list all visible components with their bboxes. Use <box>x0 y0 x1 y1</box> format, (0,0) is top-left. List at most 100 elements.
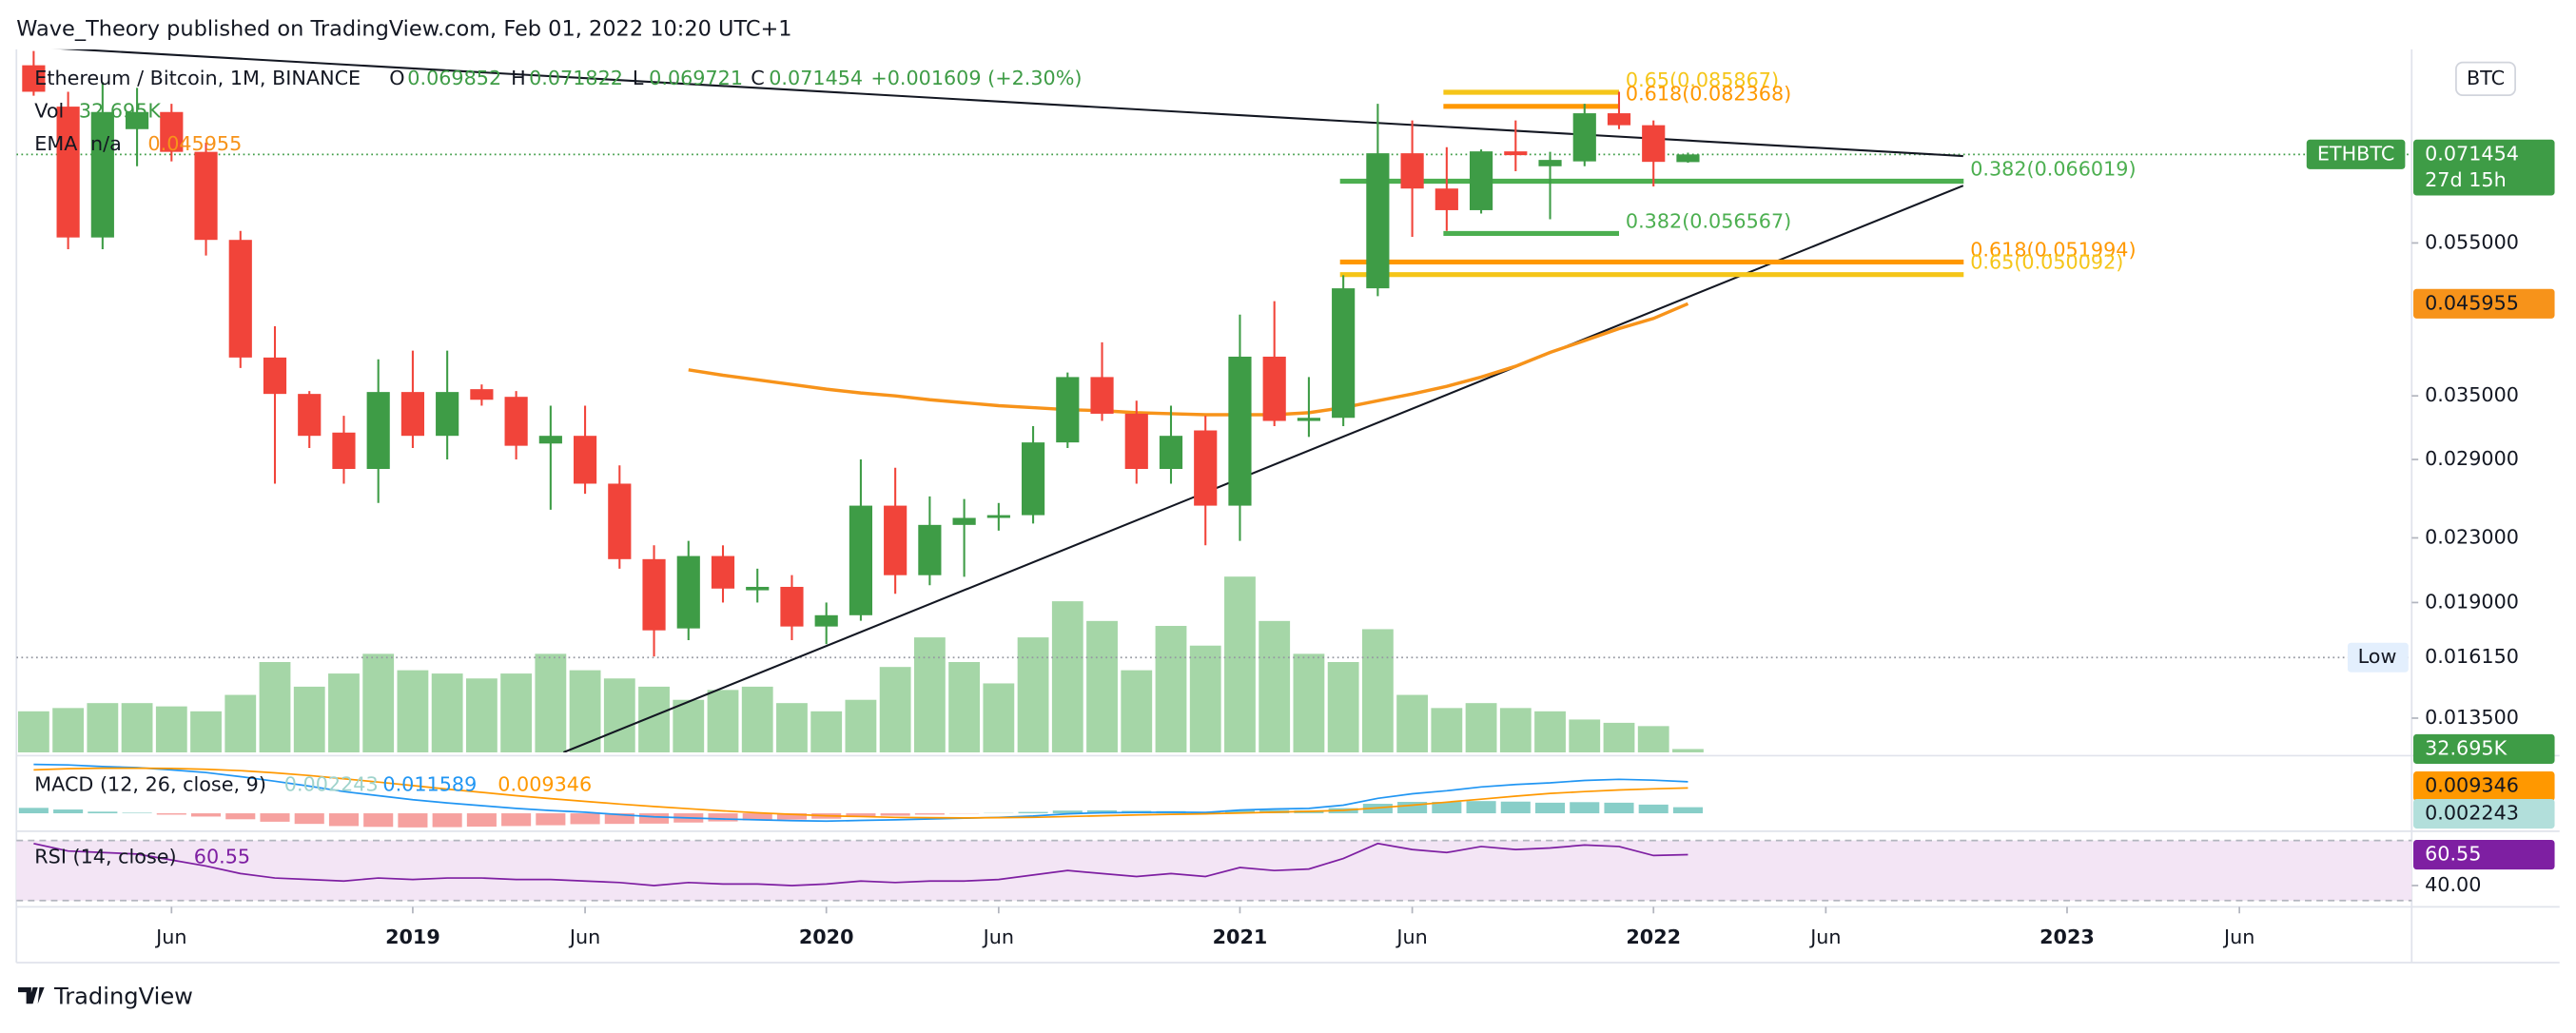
volume-bar <box>673 700 704 752</box>
volume-bar <box>535 653 566 752</box>
macd-histogram-bar <box>467 813 497 827</box>
ohlc-value: 0.069852 <box>407 67 501 89</box>
macd-histogram-bar <box>915 813 945 814</box>
volume-bar <box>1604 723 1635 752</box>
macd-histogram-bar <box>295 813 324 824</box>
currency[interactable]: BTC <box>2467 67 2505 89</box>
candle-body <box>608 483 631 558</box>
candle-body <box>470 389 493 400</box>
candle-body <box>1194 431 1217 506</box>
volume-bar <box>1638 726 1669 752</box>
candle-body <box>815 615 838 627</box>
candle-body <box>1366 153 1389 288</box>
volume-bar <box>500 673 532 752</box>
candle-body <box>1401 153 1424 188</box>
macd-histogram-bar <box>398 813 427 828</box>
candle-body <box>1263 357 1286 421</box>
candle-body <box>1090 377 1113 414</box>
candle-body <box>712 556 734 589</box>
volume-bar <box>190 711 222 752</box>
macd-histogram-bar <box>433 813 462 828</box>
countdown: 27d 15h <box>2425 168 2507 191</box>
y-tick-label: 0.029000 <box>2425 447 2519 470</box>
macd-histogram-bar <box>1535 803 1565 813</box>
low-value: 0.016150 <box>2425 645 2519 668</box>
candle-body <box>332 433 355 469</box>
candle-body <box>505 397 528 445</box>
x-tick-label: 2021 <box>1213 926 1268 948</box>
fib-label: 0.382(0.056567) <box>1626 209 1791 232</box>
volume-bar <box>1052 601 1083 752</box>
volume-bar <box>1190 646 1221 752</box>
candle-body <box>574 436 596 483</box>
candle-body <box>57 107 80 238</box>
volume-label: Vol <box>34 99 64 122</box>
signal-tag: 0.009346 <box>2425 774 2519 797</box>
volume-bar <box>1224 576 1256 752</box>
candle-body <box>677 556 700 629</box>
ohlc-label: C <box>751 67 764 89</box>
volume-bar <box>1259 621 1290 752</box>
volume-bar <box>294 687 325 752</box>
x-tick-label: 2019 <box>385 926 440 948</box>
candle-body <box>1642 126 1665 163</box>
volume-bar <box>432 673 463 752</box>
volume-bar <box>87 703 118 752</box>
x-tick-label: Jun <box>1808 926 1841 948</box>
rsi-tick-label: 40.00 <box>2425 873 2481 896</box>
rsi-label: RSI (14, close) <box>34 846 176 868</box>
ohlc-value: 0.071454 <box>769 67 863 89</box>
candle-body <box>1435 188 1458 210</box>
x-tick-label: 2022 <box>1626 926 1681 948</box>
macd-histogram-bar <box>1604 803 1633 813</box>
ema-value: 0.045955 <box>147 132 242 155</box>
macd-histogram-bar <box>708 813 737 822</box>
volume-bar <box>1431 708 1462 752</box>
candle-body <box>1160 436 1182 469</box>
candle-body <box>1056 377 1079 442</box>
candle-body <box>953 517 976 524</box>
volume-bar <box>122 703 153 752</box>
candle-body <box>987 516 1010 518</box>
currency-button[interactable]: BTC <box>2456 63 2515 96</box>
macd-histogram-bar <box>19 808 49 813</box>
macd-histogram-bar <box>123 812 152 813</box>
rsi-tag: 60.55 <box>2425 843 2481 866</box>
volume-bar <box>1362 629 1394 752</box>
candle-body <box>1470 151 1493 210</box>
ohlc-label: H <box>511 67 526 89</box>
candle-body <box>1022 442 1044 515</box>
macd-histogram-bar <box>1673 808 1703 813</box>
volume-bar <box>948 662 980 752</box>
volume-bar <box>776 703 808 752</box>
y-tick-label: 0.019000 <box>2425 590 2519 613</box>
x-tick-label: Jun <box>568 926 600 948</box>
candle-body <box>263 358 286 394</box>
macd-histogram-bar <box>1639 805 1669 813</box>
candle-body <box>91 112 114 238</box>
macd-histogram-bar <box>157 813 186 814</box>
macd-histogram-bar <box>363 813 393 827</box>
fib-label: 0.618(0.082368) <box>1626 83 1791 106</box>
logo-text: TradingView <box>53 983 193 1009</box>
ohlc-label: L <box>633 67 644 89</box>
candle-body <box>849 506 872 615</box>
volume-bar <box>1466 703 1497 752</box>
macd-histogram-bar <box>571 813 600 824</box>
ohlc-value: 0.071822 <box>529 67 623 89</box>
volume-bar <box>224 695 256 752</box>
volume-bar <box>742 687 773 752</box>
volume-bar <box>1121 671 1152 752</box>
volume-bar <box>466 678 498 752</box>
volume-bar <box>1500 708 1532 752</box>
volume-bar <box>52 708 84 752</box>
change: +0.001609 (+2.30%) <box>870 67 1082 89</box>
volume-bar <box>810 711 842 752</box>
candle-body <box>194 152 217 241</box>
macd-value: 0.011589 <box>382 773 477 796</box>
volume-bar <box>328 673 360 752</box>
volume-bar <box>1534 711 1566 752</box>
candle-body <box>436 392 459 436</box>
volume-bar <box>156 707 187 752</box>
